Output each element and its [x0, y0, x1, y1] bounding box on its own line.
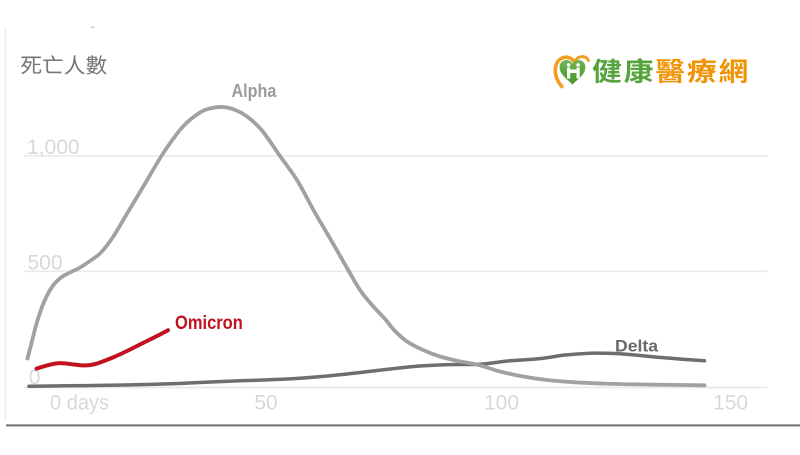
- svg-text:0 days: 0 days: [50, 391, 109, 414]
- svg-text:Alpha: Alpha: [232, 80, 277, 101]
- svg-text:150: 150: [713, 391, 748, 414]
- svg-text:0: 0: [29, 366, 41, 389]
- svg-text:50: 50: [254, 391, 277, 414]
- svg-text:Delta: Delta: [615, 336, 659, 355]
- svg-text:1,000: 1,000: [27, 136, 80, 159]
- svg-text:100: 100: [484, 391, 519, 414]
- svg-text:Omicron: Omicron: [175, 312, 243, 334]
- svg-text:500: 500: [28, 252, 63, 275]
